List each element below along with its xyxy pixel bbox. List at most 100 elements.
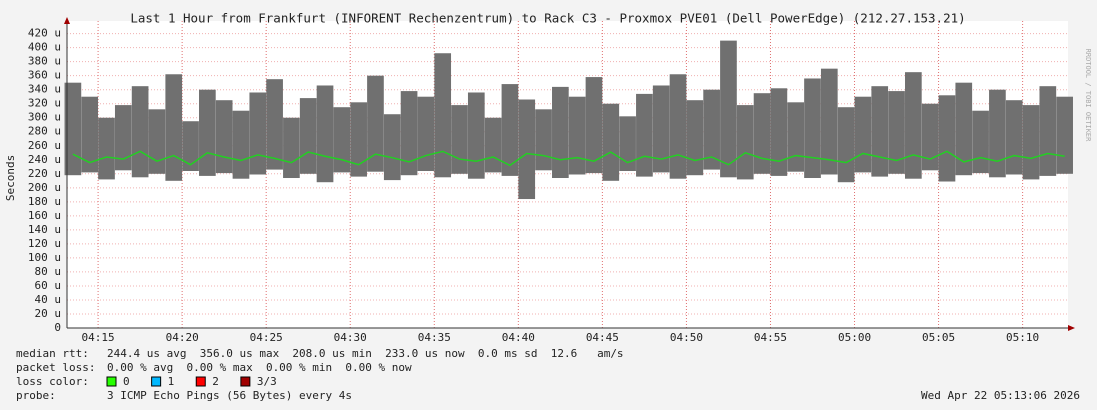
smoke: [131, 86, 149, 178]
loss-swatch: [240, 376, 251, 387]
smoke: [451, 105, 468, 174]
smoke: [316, 85, 334, 183]
smoke: [98, 117, 115, 180]
smoke: [871, 86, 889, 177]
y-tick-label: 160 u: [28, 209, 61, 222]
x-tick-label: 05:05: [922, 331, 955, 344]
chart-title: Last 1 Hour from Frankfurt (INFORENT Rec…: [130, 11, 965, 26]
y-tick-label: 120 u: [28, 237, 61, 250]
smoke: [518, 99, 536, 200]
loss-label: loss color:: [16, 375, 89, 388]
smoke: [552, 86, 569, 179]
x-tick-label: 04:50: [670, 331, 703, 344]
y-tick-label: 20 u: [35, 307, 62, 320]
y-tick-label: 400 u: [28, 41, 61, 54]
smoke: [232, 110, 250, 179]
smoke: [283, 117, 300, 179]
y-tick-label: 360 u: [28, 69, 61, 82]
y-tick-label: 300 u: [28, 111, 61, 124]
smoke: [837, 107, 855, 183]
smoke: [383, 114, 401, 181]
legend-text: 0.00 % avg 0.00 % max 0.00 % min 0.00 % …: [107, 361, 412, 374]
y-tick-label: 280 u: [28, 125, 61, 138]
x-tick-label: 05:10: [1006, 331, 1039, 344]
axis-arrow: [64, 17, 70, 24]
probe-label: probe:: [16, 389, 56, 402]
smoke: [854, 96, 872, 173]
loss-swatch: [106, 376, 117, 387]
y-tick-label: 320 u: [28, 97, 61, 110]
y-tick-label: 380 u: [28, 55, 61, 68]
x-tick-label: 04:15: [82, 331, 115, 344]
smoke: [787, 102, 805, 172]
legend-label: packet loss:: [16, 361, 95, 374]
y-tick-label: 0: [54, 321, 61, 334]
smoke: [602, 103, 620, 181]
smoke: [81, 96, 99, 173]
smoke: [888, 91, 905, 174]
smoke: [753, 93, 771, 174]
y-tick-label: 420 u: [28, 27, 61, 40]
smoke: [535, 109, 552, 171]
smoke: [350, 102, 367, 177]
smoke: [249, 92, 267, 175]
x-tick-label: 04:25: [250, 331, 283, 344]
x-tick-label: 04:35: [418, 331, 451, 344]
smoke: [736, 105, 754, 180]
median-line: [72, 150, 1065, 167]
y-tick-label: 80 u: [35, 265, 62, 278]
smoke: [972, 110, 989, 174]
smoke: [64, 82, 82, 176]
smoke: [1039, 86, 1057, 176]
smoke: [367, 75, 384, 172]
smoke: [585, 77, 603, 174]
smoke: [652, 85, 670, 173]
smoke: [703, 89, 720, 170]
probe-text: 3 ICMP Echo Pings (56 Bytes) every 4s: [107, 389, 352, 402]
loss-name: 1: [168, 375, 175, 388]
loss-name: 2: [212, 375, 219, 388]
x-tick-label: 04:20: [166, 331, 199, 344]
smoke: [669, 74, 687, 179]
legend-text: 244.4 us avg 356.0 us max 208.0 us min 2…: [107, 347, 624, 360]
smoke: [955, 82, 973, 176]
smoke: [484, 117, 502, 173]
loss-swatch: [151, 376, 162, 387]
smoke: [299, 98, 317, 174]
smoke: [114, 105, 132, 171]
x-tick-label: 04:45: [586, 331, 619, 344]
legend-label: median rtt:: [16, 347, 89, 360]
y-tick-label: 260 u: [28, 139, 61, 152]
y-tick-label: 60 u: [35, 279, 62, 292]
y-tick-label: 220 u: [28, 167, 61, 180]
smoke: [770, 88, 788, 176]
y-tick-label: 140 u: [28, 223, 61, 236]
smoke: [333, 107, 351, 173]
x-tick-label: 05:00: [838, 331, 871, 344]
loss-name: 3/3: [257, 375, 277, 388]
side-label: RRDTOOL / TOBI OETIKER: [1084, 49, 1092, 143]
timestamp: Wed Apr 22 05:13:06 2026: [921, 389, 1080, 402]
x-tick-label: 04:40: [502, 331, 535, 344]
smoke: [199, 89, 216, 176]
smoke: [938, 95, 956, 182]
smoke: [1005, 100, 1023, 175]
smoke: [182, 121, 199, 171]
y-tick-label: 340 u: [28, 83, 61, 96]
x-tick-label: 04:55: [754, 331, 787, 344]
smoke: [148, 109, 166, 174]
y-axis-label: Seconds: [4, 155, 17, 201]
smoke: [804, 78, 821, 179]
smoke: [720, 40, 737, 178]
smoke: [215, 100, 233, 174]
y-tick-label: 180 u: [28, 195, 61, 208]
smoke: [820, 68, 838, 175]
smoke: [921, 103, 939, 171]
x-tick-label: 04:30: [334, 331, 367, 344]
smoke: [989, 89, 1006, 178]
smoke: [905, 72, 922, 179]
smoke: [165, 74, 183, 181]
smoke: [1056, 96, 1073, 174]
smoke: [434, 53, 452, 178]
